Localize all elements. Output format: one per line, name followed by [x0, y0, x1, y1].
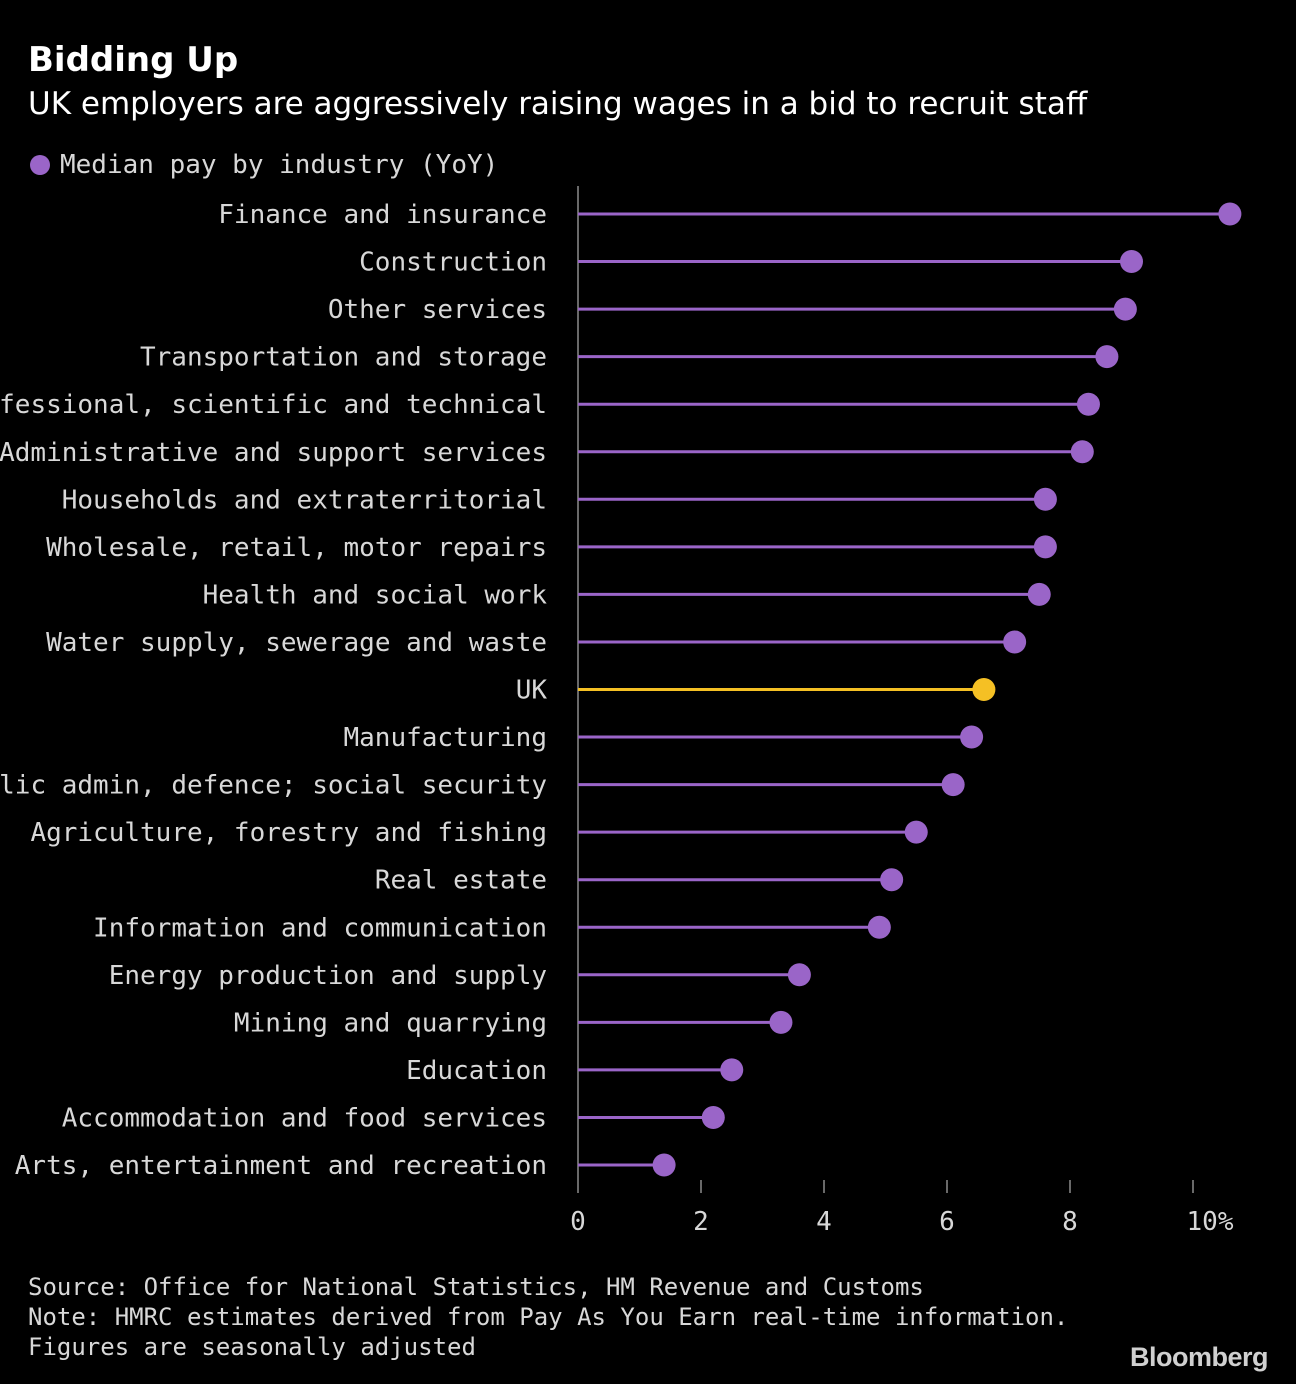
- lollipop-dot: [1003, 630, 1027, 654]
- lollipop-dot: [960, 725, 984, 749]
- lollipop-dot: [1033, 535, 1057, 559]
- x-tick-label: 8: [1062, 1207, 1078, 1237]
- category-label: Accommodation and food services: [62, 1103, 547, 1133]
- category-label: Public admin, defence; social security: [0, 771, 547, 801]
- lollipop-dot: [787, 963, 811, 987]
- category-label: Agriculture, forestry and fishing: [30, 818, 547, 848]
- category-label: Energy production and supply: [109, 961, 547, 991]
- category-label: Administrative and support services: [0, 438, 547, 468]
- category-label: Construction: [359, 248, 547, 278]
- lollipop-dot: [1218, 202, 1242, 226]
- highlight-dot: [972, 678, 996, 701]
- category-label: Water supply, sewerage and waste: [46, 628, 547, 658]
- x-tick-label: 0: [570, 1207, 586, 1237]
- source-text: Source: Office for National Statistics, …: [28, 1273, 924, 1301]
- lollipop-dot: [867, 915, 891, 939]
- category-label: Households and extraterritorial: [62, 485, 547, 515]
- lollipop-dot: [652, 1153, 676, 1177]
- footer-notes: Source: Office for National Statistics, …: [28, 1272, 1068, 1362]
- note-text: Note: HMRC estimates derived from Pay As…: [28, 1303, 1069, 1331]
- lollipop-dot: [1070, 440, 1094, 464]
- category-label: Health and social work: [203, 580, 548, 610]
- lollipop-dot: [1076, 392, 1100, 416]
- category-label: Manufacturing: [344, 723, 548, 753]
- category-label: Information and communication: [93, 913, 547, 943]
- category-label: Education: [406, 1056, 547, 1086]
- x-tick-label: 4: [816, 1207, 832, 1237]
- lollipop-chart: 0 2 4 6 8 10% Finance and insurance Constructio…: [0, 186, 1242, 1237]
- bloomberg-logo: Bloomberg: [1129, 1342, 1269, 1372]
- lollipop-dot: [1120, 250, 1143, 274]
- lollipop-dot: [1095, 345, 1119, 369]
- chart-subtitle: UK employers are aggressively raising wa…: [28, 86, 1088, 122]
- lollipop-dot: [701, 1105, 725, 1129]
- category-label: UK: [516, 676, 548, 706]
- lollipop-dot: [941, 773, 965, 797]
- lollipop-dot: [904, 820, 928, 844]
- x-tick-label: 2: [693, 1207, 709, 1237]
- lollipop-dot: [1033, 487, 1057, 511]
- lollipop-dot: [720, 1058, 744, 1082]
- legend-marker: [30, 155, 50, 175]
- x-tick-label: 10%: [1187, 1207, 1234, 1237]
- category-label: Mining and quarrying: [234, 1008, 547, 1038]
- lollipop-dot: [1113, 297, 1137, 321]
- category-label: Transportation and storage: [140, 343, 547, 373]
- chart-title: Bidding Up: [28, 40, 239, 80]
- category-label: Finance and insurance: [218, 200, 547, 230]
- lollipop-dot: [880, 868, 904, 892]
- category-label: Professional, scientific and technical: [0, 390, 547, 420]
- lollipop-dot: [769, 1010, 793, 1034]
- category-label: Wholesale, retail, motor repairs: [46, 533, 547, 563]
- x-tick-label: 6: [939, 1207, 955, 1237]
- note-text-continued: Figures are seasonally adjusted: [28, 1333, 476, 1361]
- category-label: Arts, entertainment and recreation: [15, 1151, 547, 1181]
- legend-label: Median pay by industry (YoY): [60, 150, 499, 180]
- legend: Median pay by industry (YoY): [30, 150, 498, 180]
- category-label: Other services: [328, 295, 547, 325]
- category-label: Real estate: [375, 866, 547, 896]
- lollipop-dot: [1027, 582, 1051, 606]
